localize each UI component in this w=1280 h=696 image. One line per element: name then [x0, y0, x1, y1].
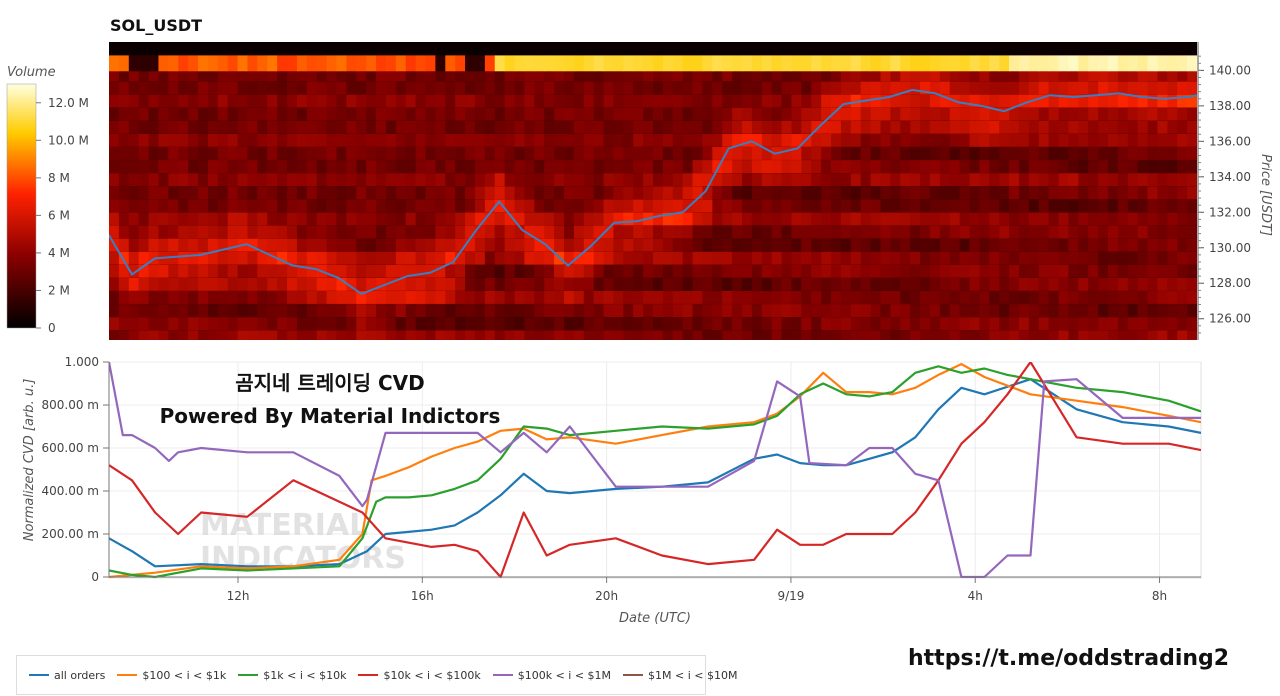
cvd-lines — [109, 362, 1201, 578]
cvd-y-tick-label: 1.000 — [65, 355, 99, 369]
legend-swatch — [623, 674, 644, 676]
heatmap-y-tick-label: 128.00 — [1209, 276, 1251, 290]
heatmap-y-label: Price [USDT] — [1258, 154, 1273, 236]
heatmap-y-tick-label: 132.00 — [1209, 205, 1251, 219]
cvd-y-label: Normalized CVD [arb. u.] — [22, 379, 37, 542]
legend-swatch — [238, 674, 259, 676]
cvd-y-tick-label: 400.00 m — [42, 484, 100, 498]
colorbar-tick-label: 8 M — [48, 171, 70, 185]
price-line — [109, 88, 1197, 296]
cvd-grid — [109, 361, 1201, 578]
legend-swatch — [492, 674, 513, 676]
legend-swatch — [29, 674, 49, 676]
heatmap-y-tick-label: 134.00 — [1209, 170, 1251, 184]
legend-item[interactable]: $10k < i < $100k — [358, 668, 481, 682]
colorbar-label: Volume — [7, 65, 56, 80]
colorbar-ticks: 12.0 M 10.0 M 8 M 6 M 4 M 2 M 0 — [36, 96, 89, 335]
legend-swatch — [117, 674, 138, 676]
heatmap-plot — [109, 42, 1197, 340]
legend-item[interactable]: $1k < i < $10k — [238, 669, 346, 682]
cvd-x-tick-label: 16h — [411, 589, 434, 603]
overlay-title-2: Powered By Material Indictors — [160, 404, 501, 428]
cvd-y-tick-label: 600.00 m — [42, 441, 100, 455]
colorbar-tick-label: 10.0 M — [48, 133, 89, 147]
legend: all orders $100 < i < $1k $1k < i < $10k $1… — [16, 655, 737, 695]
colorbar-tick-label: 12.0 M — [48, 96, 89, 110]
legend-label: $100 < i < $1k — [142, 668, 227, 682]
chart-title: SOL_USDT — [110, 16, 202, 35]
heatmap-y-tick-label: 140.00 — [1209, 63, 1251, 77]
heatmap-y-tick-label: 130.00 — [1209, 241, 1251, 255]
cvd-x-tick-label: 8h — [1152, 589, 1167, 603]
cvd-series-line — [109, 363, 1201, 578]
cvd-y-tick-label: 0 — [91, 570, 99, 584]
legend-label: all orders — [54, 668, 106, 682]
legend-item[interactable]: $1M < i < $10M — [623, 669, 737, 682]
legend-label: $1k < i < $10k — [263, 668, 347, 682]
cvd-x-label: Date (UTC) — [619, 611, 691, 626]
cvd-plot-area — [108, 361, 1202, 579]
heatmap-y-tick-label: 126.00 — [1209, 312, 1251, 326]
cvd-y-tick-label: 800.00 m — [42, 398, 100, 412]
cvd-y-tick-label: 200.00 m — [42, 527, 100, 541]
cvd-x-tick-label: 4h — [968, 589, 983, 603]
watermark-text-1: MATERIAL — [200, 508, 368, 543]
cvd-y-axis: 1.000 800.00 m 600.00 m 400.00 m 200.00 m 0 — [42, 355, 110, 584]
legend-label: $10k < i < $100k — [383, 668, 481, 682]
legend-item[interactable]: all orders — [29, 669, 105, 682]
colorbar-tick-label: 2 M — [48, 283, 70, 297]
colorbar-tick-label: 4 M — [48, 246, 70, 260]
overlay-title-1: 곰지네 트레이딩 CVD — [235, 371, 424, 395]
cvd-series-line — [109, 362, 1201, 578]
colorbar — [6, 83, 37, 329]
legend-item[interactable]: $100 < i < $1k — [117, 669, 226, 682]
heatmap-y-tick-label: 136.00 — [1209, 134, 1251, 148]
heatmap-y-axis: 140.00 138.00 136.00 134.00 132.00 130.00 128.… — [1197, 42, 1251, 340]
legend-label: $100k < i < $1M — [517, 668, 612, 682]
colorbar-tick-label: 0 — [48, 321, 56, 335]
legend-label: $1M < i < $10M — [648, 668, 738, 682]
legend-swatch — [358, 674, 379, 676]
cvd-series-line — [109, 362, 1201, 578]
cvd-x-tick-label: 12h — [227, 589, 250, 603]
legend-item[interactable]: $100k < i < $1M — [492, 668, 612, 682]
cvd-x-axis: 12h 16h 20h 9/19 4h 8h — [109, 576, 1201, 603]
cvd-series-line — [109, 365, 1201, 578]
footer-url[interactable]: https://t.me/oddstrading2 — [908, 646, 1230, 671]
colorbar-tick-label: 6 M — [48, 208, 70, 222]
heatmap-y-tick-label: 138.00 — [1209, 99, 1251, 113]
cvd-x-tick-label: 20h — [595, 589, 618, 603]
cvd-x-tick-label: 9/19 — [777, 589, 804, 603]
